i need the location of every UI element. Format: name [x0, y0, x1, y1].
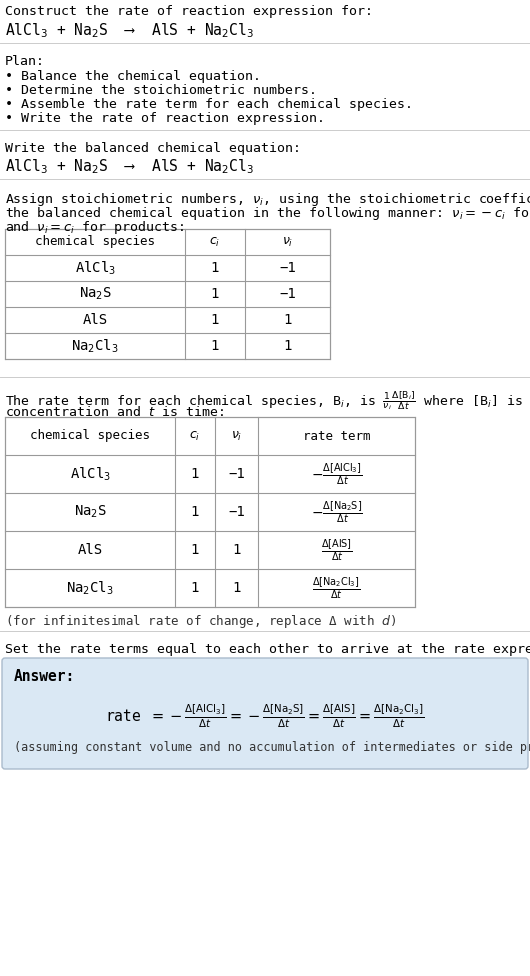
Bar: [5, 417, 415, 607]
Text: $\nu_i$: $\nu_i$: [282, 235, 293, 249]
FancyBboxPatch shape: [2, 658, 528, 769]
Text: chemical species: chemical species: [30, 429, 150, 442]
Text: (assuming constant volume and no accumulation of intermediates or side products): (assuming constant volume and no accumul…: [14, 741, 530, 754]
Text: chemical species: chemical species: [35, 235, 155, 249]
Text: AlCl$_3$ + Na$_2$S  ⟶  AlS + Na$_2$Cl$_3$: AlCl$_3$ + Na$_2$S ⟶ AlS + Na$_2$Cl$_3$: [5, 157, 254, 176]
Text: Na$_2$S: Na$_2$S: [78, 286, 111, 303]
Text: • Balance the chemical equation.: • Balance the chemical equation.: [5, 70, 261, 83]
Text: $\frac{\Delta[\mathrm{Na_2Cl_3}]}{\Delta t}$: $\frac{\Delta[\mathrm{Na_2Cl_3}]}{\Delta…: [312, 575, 360, 601]
Text: AlS: AlS: [83, 313, 108, 327]
Text: 1: 1: [232, 543, 241, 557]
Text: Set the rate terms equal to each other to arrive at the rate expression:: Set the rate terms equal to each other t…: [5, 643, 530, 656]
Text: −1: −1: [279, 287, 296, 301]
Text: Write the balanced chemical equation:: Write the balanced chemical equation:: [5, 142, 301, 155]
Text: (for infinitesimal rate of change, replace Δ with $d$): (for infinitesimal rate of change, repla…: [5, 613, 396, 630]
Text: Plan:: Plan:: [5, 55, 45, 68]
Text: the balanced chemical equation in the following manner: $\nu_i = -c_i$ for react: the balanced chemical equation in the fo…: [5, 205, 530, 222]
Text: −1: −1: [228, 505, 245, 519]
Text: 1: 1: [232, 581, 241, 595]
Text: AlCl$_3$ + Na$_2$S  ⟶  AlS + Na$_2$Cl$_3$: AlCl$_3$ + Na$_2$S ⟶ AlS + Na$_2$Cl$_3$: [5, 21, 254, 40]
Text: 1: 1: [191, 581, 199, 595]
Text: Na$_2$Cl$_3$: Na$_2$Cl$_3$: [66, 580, 114, 596]
Text: $\nu_i$: $\nu_i$: [231, 429, 242, 442]
Text: $c_i$: $c_i$: [189, 429, 201, 442]
Text: • Assemble the rate term for each chemical species.: • Assemble the rate term for each chemic…: [5, 98, 413, 111]
Text: • Determine the stoichiometric numbers.: • Determine the stoichiometric numbers.: [5, 84, 317, 97]
Text: 1: 1: [211, 339, 219, 353]
Text: 1: 1: [191, 467, 199, 481]
Text: concentration and $t$ is time:: concentration and $t$ is time:: [5, 405, 224, 419]
Text: 1: 1: [191, 505, 199, 519]
Text: Assign stoichiometric numbers, $\nu_i$, using the stoichiometric coefficients, $: Assign stoichiometric numbers, $\nu_i$, …: [5, 191, 530, 208]
Text: Na$_2$S: Na$_2$S: [74, 504, 107, 520]
Text: • Write the rate of reaction expression.: • Write the rate of reaction expression.: [5, 112, 325, 125]
Bar: [5, 229, 330, 359]
Text: $-\frac{\Delta[\mathrm{AlCl_3}]}{\Delta t}$: $-\frac{\Delta[\mathrm{AlCl_3}]}{\Delta …: [311, 461, 362, 487]
Text: −1: −1: [228, 467, 245, 481]
Text: rate $= -\frac{\Delta[\mathrm{AlCl_3}]}{\Delta t} = -\frac{\Delta[\mathrm{Na_2S}: rate $= -\frac{\Delta[\mathrm{AlCl_3}]}{…: [105, 703, 425, 730]
Text: 1: 1: [211, 261, 219, 275]
Text: 1: 1: [284, 313, 292, 327]
Text: 1: 1: [211, 287, 219, 301]
Text: AlCl$_3$: AlCl$_3$: [69, 466, 110, 483]
Text: $-\frac{\Delta[\mathrm{Na_2S}]}{\Delta t}$: $-\frac{\Delta[\mathrm{Na_2S}]}{\Delta t…: [311, 499, 363, 525]
Text: 1: 1: [284, 339, 292, 353]
Text: AlCl$_3$: AlCl$_3$: [75, 260, 116, 277]
Text: $\frac{\Delta[\mathrm{AlS}]}{\Delta t}$: $\frac{\Delta[\mathrm{AlS}]}{\Delta t}$: [321, 537, 352, 563]
Text: 1: 1: [191, 543, 199, 557]
Text: rate term: rate term: [303, 429, 370, 442]
Text: 1: 1: [211, 313, 219, 327]
Text: The rate term for each chemical species, B$_i$, is $\frac{1}{\nu_i}\frac{\Delta[: The rate term for each chemical species,…: [5, 389, 530, 412]
Text: Construct the rate of reaction expression for:: Construct the rate of reaction expressio…: [5, 5, 373, 18]
Text: $c_i$: $c_i$: [209, 235, 220, 249]
Text: Answer:: Answer:: [14, 669, 75, 684]
Text: Na$_2$Cl$_3$: Na$_2$Cl$_3$: [71, 338, 119, 354]
Text: and $\nu_i = c_i$ for products:: and $\nu_i = c_i$ for products:: [5, 219, 184, 236]
Text: −1: −1: [279, 261, 296, 275]
Text: AlS: AlS: [77, 543, 103, 557]
